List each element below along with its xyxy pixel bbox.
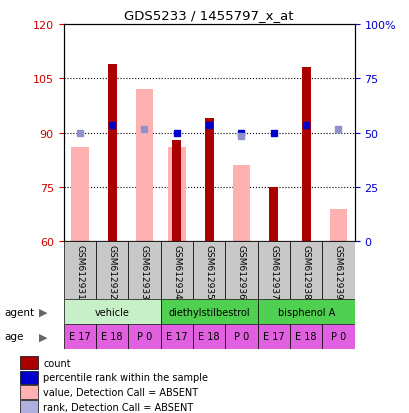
Title: GDS5233 / 1455797_x_at: GDS5233 / 1455797_x_at: [124, 9, 293, 22]
Text: GSM612934: GSM612934: [172, 244, 181, 299]
Bar: [172, 140, 181, 242]
Bar: [96, 242, 128, 299]
Text: P 0: P 0: [233, 332, 248, 342]
Bar: [232, 166, 250, 242]
Bar: [160, 324, 193, 349]
Bar: [63, 242, 96, 299]
Text: E 18: E 18: [101, 332, 123, 342]
Text: value, Detection Call = ABSENT: value, Detection Call = ABSENT: [43, 387, 198, 397]
Text: P 0: P 0: [137, 332, 152, 342]
Bar: [20, 371, 38, 384]
Bar: [107, 64, 116, 242]
Text: GSM612939: GSM612939: [333, 244, 342, 299]
Text: ▶: ▶: [38, 307, 47, 317]
Bar: [204, 119, 213, 242]
Text: E 17: E 17: [262, 332, 284, 342]
Bar: [135, 90, 153, 242]
Bar: [225, 242, 257, 299]
Bar: [63, 324, 96, 349]
Bar: [289, 242, 321, 299]
Text: E 18: E 18: [294, 332, 316, 342]
Text: agent: agent: [4, 307, 34, 317]
Bar: [301, 68, 310, 242]
Text: percentile rank within the sample: percentile rank within the sample: [43, 373, 208, 382]
Text: bisphenol A: bisphenol A: [277, 307, 334, 317]
Text: vehicle: vehicle: [94, 307, 129, 317]
Bar: [167, 148, 185, 242]
Bar: [20, 385, 38, 399]
Text: age: age: [4, 332, 23, 342]
Text: P 0: P 0: [330, 332, 345, 342]
Text: GSM612935: GSM612935: [204, 244, 213, 299]
Bar: [193, 324, 225, 349]
Bar: [257, 242, 289, 299]
Bar: [193, 242, 225, 299]
Bar: [20, 400, 38, 413]
Bar: [63, 299, 160, 324]
Bar: [160, 299, 257, 324]
Text: E 18: E 18: [198, 332, 219, 342]
Bar: [321, 242, 354, 299]
Bar: [269, 188, 278, 242]
Text: GSM612936: GSM612936: [236, 244, 245, 299]
Text: E 17: E 17: [166, 332, 187, 342]
Bar: [71, 148, 88, 242]
Text: GSM612937: GSM612937: [269, 244, 278, 299]
Bar: [257, 299, 354, 324]
Bar: [257, 324, 289, 349]
Text: GSM612933: GSM612933: [139, 244, 148, 299]
Bar: [321, 324, 354, 349]
Text: GSM612931: GSM612931: [75, 244, 84, 299]
Bar: [128, 242, 160, 299]
Bar: [160, 242, 193, 299]
Text: GSM612938: GSM612938: [301, 244, 310, 299]
Text: rank, Detection Call = ABSENT: rank, Detection Call = ABSENT: [43, 402, 193, 412]
Bar: [329, 209, 346, 242]
Text: GSM612932: GSM612932: [107, 244, 116, 299]
Text: diethylstilbestrol: diethylstilbestrol: [168, 307, 249, 317]
Bar: [289, 324, 321, 349]
Text: count: count: [43, 358, 71, 368]
Bar: [128, 324, 160, 349]
Bar: [20, 356, 38, 370]
Bar: [225, 324, 257, 349]
Bar: [96, 324, 128, 349]
Text: ▶: ▶: [38, 332, 47, 342]
Text: E 17: E 17: [69, 332, 90, 342]
